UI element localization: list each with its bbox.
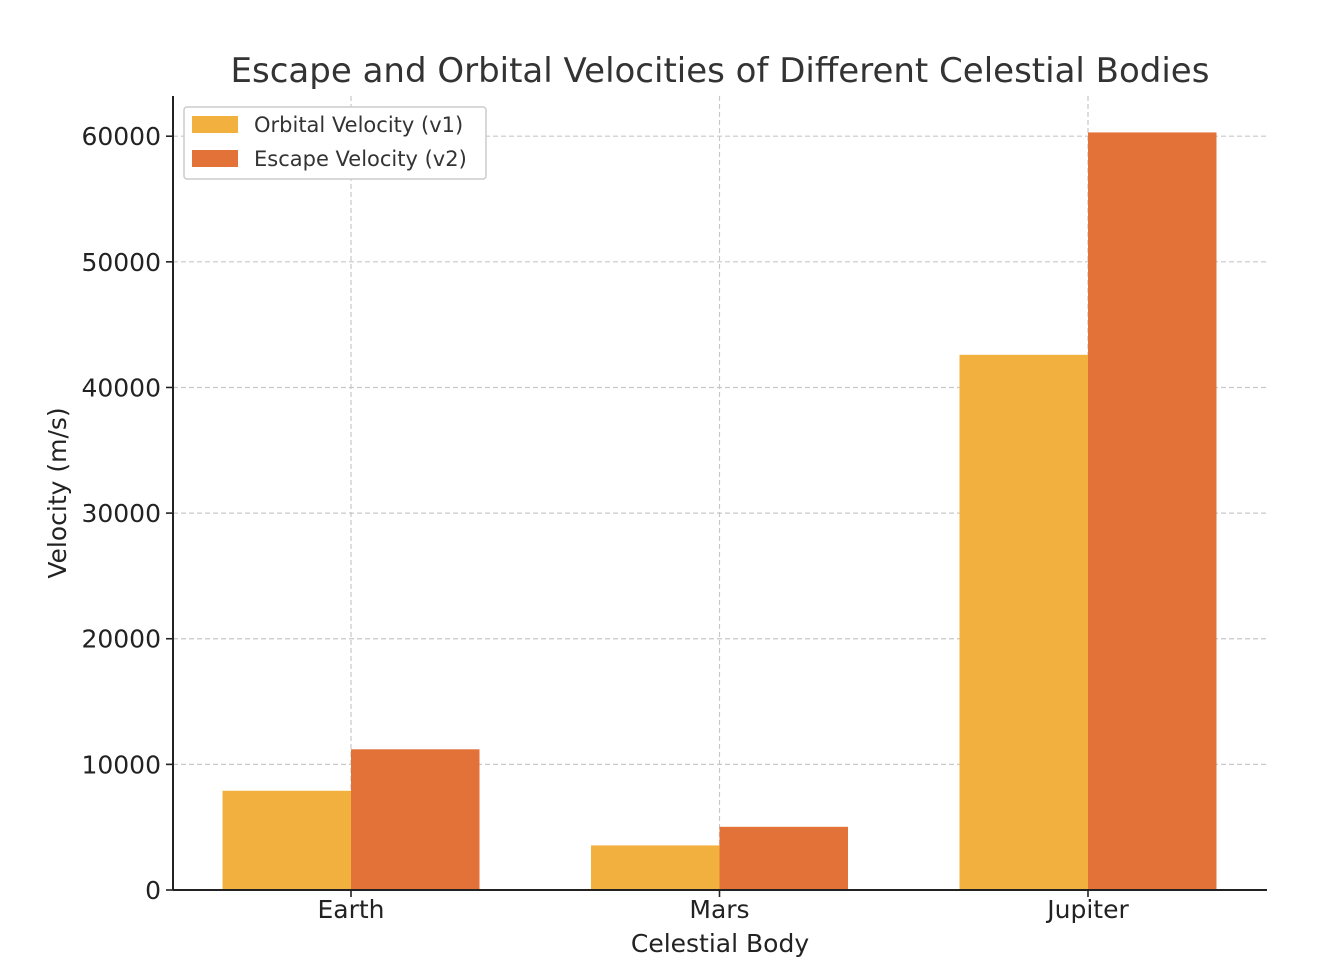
legend-frame [183, 106, 487, 180]
y-ticks: 0 10000 20000 30000 40000 50000 60000 [81, 122, 173, 905]
bar-orbital-jupiter [959, 354, 1088, 890]
legend-label-orbital: Orbital Velocity (v1) [254, 113, 463, 137]
legend-swatch-escape [192, 150, 238, 167]
y-tick-label: 0 [145, 876, 161, 905]
bar-orbital-mars [591, 845, 720, 890]
legend: Orbital Velocity (v1) Escape Velocity (v… [183, 106, 487, 180]
x-tick-label: Jupiter [1045, 895, 1129, 924]
y-tick-label: 40000 [81, 373, 161, 402]
bar-escape-mars [719, 826, 848, 890]
y-tick-label: 60000 [81, 122, 161, 151]
legend-label-escape: Escape Velocity (v2) [254, 147, 467, 171]
y-tick-label: 10000 [81, 750, 161, 779]
y-tick-label: 20000 [81, 625, 161, 654]
bar-orbital-earth [222, 790, 351, 890]
chart-title: Escape and Orbital Velocities of Differe… [231, 51, 1210, 91]
y-axis-label: Velocity (m/s) [43, 407, 72, 578]
y-tick-label: 50000 [81, 248, 161, 277]
bars [222, 132, 1217, 891]
bar-escape-jupiter [1088, 132, 1217, 891]
x-tick-label: Mars [689, 895, 749, 924]
bar-escape-earth [351, 749, 480, 890]
legend-swatch-orbital [192, 116, 238, 133]
y-tick-label: 30000 [81, 499, 161, 528]
x-axis-label: Celestial Body [631, 929, 809, 958]
x-tick-label: Earth [317, 895, 384, 924]
x-ticks: Earth Mars Jupiter [317, 890, 1129, 924]
